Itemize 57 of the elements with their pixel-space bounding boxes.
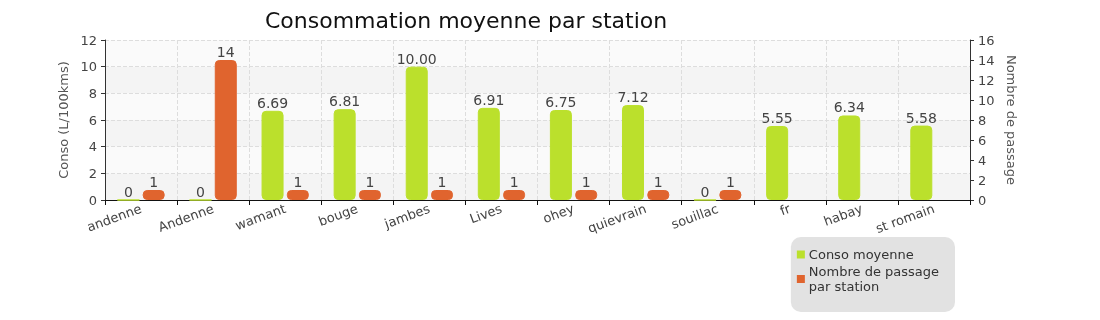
data-label: 1 bbox=[149, 174, 159, 190]
bar bbox=[621, 105, 644, 200]
y-tick-label: 12 bbox=[80, 32, 97, 48]
y-tick-label: 10 bbox=[80, 59, 97, 75]
bar bbox=[766, 126, 789, 200]
data-label: 5.55 bbox=[761, 110, 793, 126]
bar bbox=[477, 107, 500, 200]
data-label: 6.75 bbox=[545, 94, 577, 110]
y-tick-label: 8 bbox=[88, 85, 97, 101]
x-tick-label: habay bbox=[821, 200, 865, 229]
y-axis-title: Conso (L/100kms) bbox=[55, 61, 71, 179]
x-tick-label: bouge bbox=[316, 200, 360, 229]
y-tick-label: 4 bbox=[88, 139, 97, 155]
bar bbox=[910, 125, 933, 200]
y2-tick-label: 2 bbox=[978, 172, 987, 188]
data-label: 7.12 bbox=[617, 89, 649, 106]
y2-tick-label: 10 bbox=[978, 92, 995, 108]
data-label: 10.00 bbox=[396, 50, 437, 67]
data-label: 1 bbox=[293, 174, 303, 190]
bar bbox=[405, 66, 428, 200]
x-tick-label: st romain bbox=[873, 200, 937, 237]
data-label: 6.34 bbox=[833, 99, 865, 116]
y-tick-label: 2 bbox=[88, 165, 97, 181]
data-label: 0 bbox=[123, 183, 133, 200]
y2-tick-label: 0 bbox=[978, 192, 987, 208]
data-label: 0 bbox=[196, 183, 205, 200]
x-tick-label: ohey bbox=[541, 200, 577, 226]
legend-label: Conso moyenne bbox=[808, 247, 914, 262]
data-label: 0 bbox=[700, 183, 710, 200]
bar bbox=[838, 115, 861, 200]
data-label: 14 bbox=[216, 44, 235, 60]
bar bbox=[549, 110, 572, 200]
y2-tick-label: 12 bbox=[978, 72, 995, 88]
x-tick-label: Lives bbox=[467, 200, 505, 227]
data-label: 1 bbox=[365, 174, 375, 190]
y-tick-label: 6 bbox=[88, 112, 97, 128]
y2-tick-label: 6 bbox=[978, 132, 987, 148]
data-label: 1 bbox=[653, 174, 663, 190]
x-tick-label: fr bbox=[777, 200, 793, 219]
y2-tick-label: 14 bbox=[978, 52, 995, 68]
data-label: 1 bbox=[437, 174, 447, 190]
chart-title: Consommation moyenne par station bbox=[265, 7, 668, 33]
data-label: 6.69 bbox=[256, 94, 289, 111]
data-label: 1 bbox=[509, 174, 519, 190]
y2-tick-label: 4 bbox=[978, 152, 987, 168]
data-label: 1 bbox=[581, 174, 591, 190]
legend-label: Nombre de passage par station bbox=[808, 264, 940, 294]
data-label: 5.58 bbox=[905, 109, 937, 126]
bar bbox=[333, 109, 356, 200]
y2-tick-label: 8 bbox=[978, 112, 987, 128]
y2-axis-title: Nombre de passage bbox=[1004, 54, 1020, 186]
y-tick-label: 0 bbox=[88, 192, 97, 208]
y2-tick-label: 16 bbox=[978, 32, 995, 48]
data-label: 6.81 bbox=[329, 93, 361, 110]
data-label: 6.91 bbox=[473, 91, 505, 108]
data-label: 1 bbox=[725, 174, 735, 190]
bar bbox=[261, 110, 284, 200]
